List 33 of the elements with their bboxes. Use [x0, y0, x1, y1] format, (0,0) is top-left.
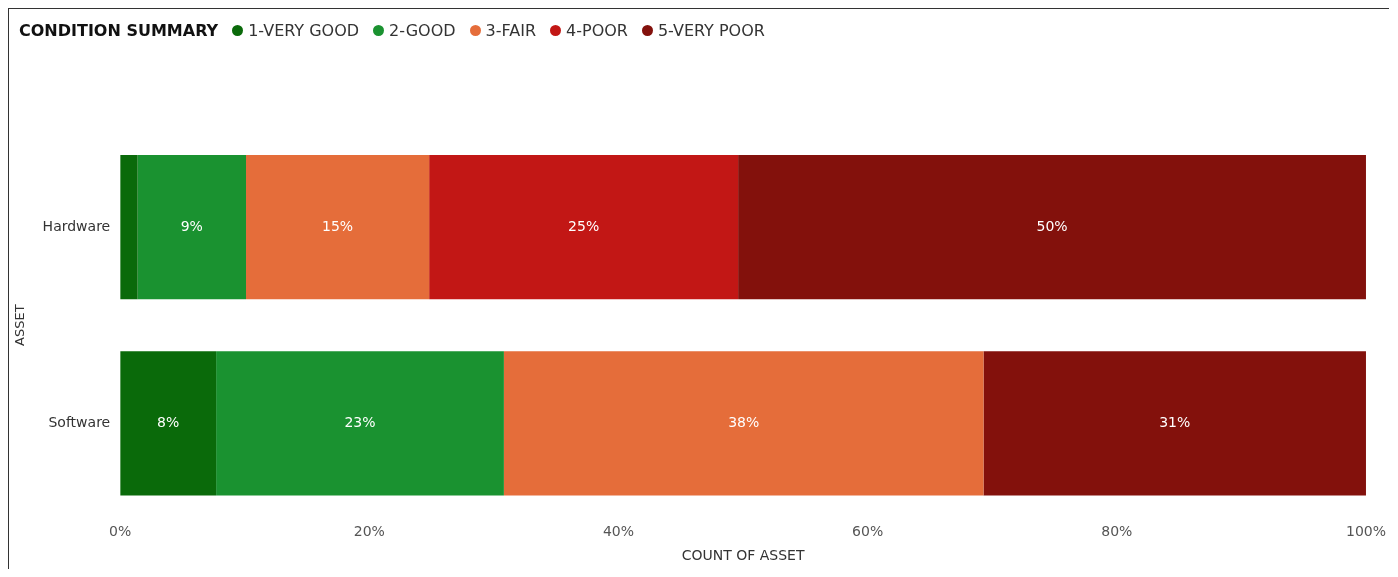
bar — [120, 351, 217, 496]
bar — [738, 155, 1366, 300]
x-tick-label: 0% — [109, 523, 132, 540]
legend-label: 2-GOOD — [389, 21, 456, 40]
legend-label: 5-VERY POOR — [657, 21, 765, 40]
data-label: 8% — [157, 413, 180, 430]
data-label: 31% — [1159, 413, 1191, 430]
x-axis-title: COUNT OF ASSET — [681, 547, 805, 564]
bar — [216, 351, 504, 496]
x-tick-label: 20% — [353, 523, 385, 540]
bar — [120, 155, 138, 300]
chart-title: CONDITION SUMMARY — [19, 21, 219, 40]
bar — [137, 155, 247, 300]
legend-label: 4-POOR — [566, 21, 628, 40]
x-tick-label: 60% — [852, 523, 884, 540]
x-tick-label: 80% — [1101, 523, 1133, 540]
data-label: 38% — [728, 413, 760, 430]
data-label: 50% — [1036, 217, 1068, 234]
x-tick-label: 100% — [1345, 523, 1386, 540]
x-tick-label: 40% — [602, 523, 635, 540]
y-tick-label: Software — [48, 413, 111, 430]
y-tick-label: Hardware — [42, 217, 111, 234]
bar — [503, 351, 984, 496]
legend-label: 1-VERY GOOD — [248, 21, 360, 40]
bar — [983, 351, 1366, 496]
data-label: 15% — [322, 217, 354, 234]
y-axis-title: ASSET — [12, 304, 28, 346]
legend-label: 3-FAIR — [485, 21, 537, 40]
bar — [246, 155, 430, 300]
bar — [429, 155, 739, 300]
data-label: 25% — [568, 217, 600, 234]
data-label: 9% — [180, 217, 203, 234]
data-label: 23% — [344, 413, 376, 430]
